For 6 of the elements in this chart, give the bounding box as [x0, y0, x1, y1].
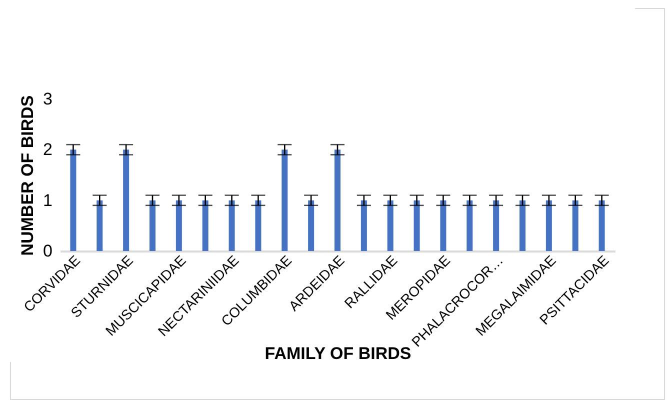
y-tick-label: 1	[43, 190, 52, 210]
y-axis-title: NUMBER OF BIRDS	[18, 95, 38, 256]
x-axis-title: FAMILY OF BIRDS	[264, 344, 412, 363]
y-tick-label: 0	[43, 242, 52, 260]
y-tick-label: 3	[43, 90, 52, 108]
y-tick-label: 2	[43, 140, 52, 160]
